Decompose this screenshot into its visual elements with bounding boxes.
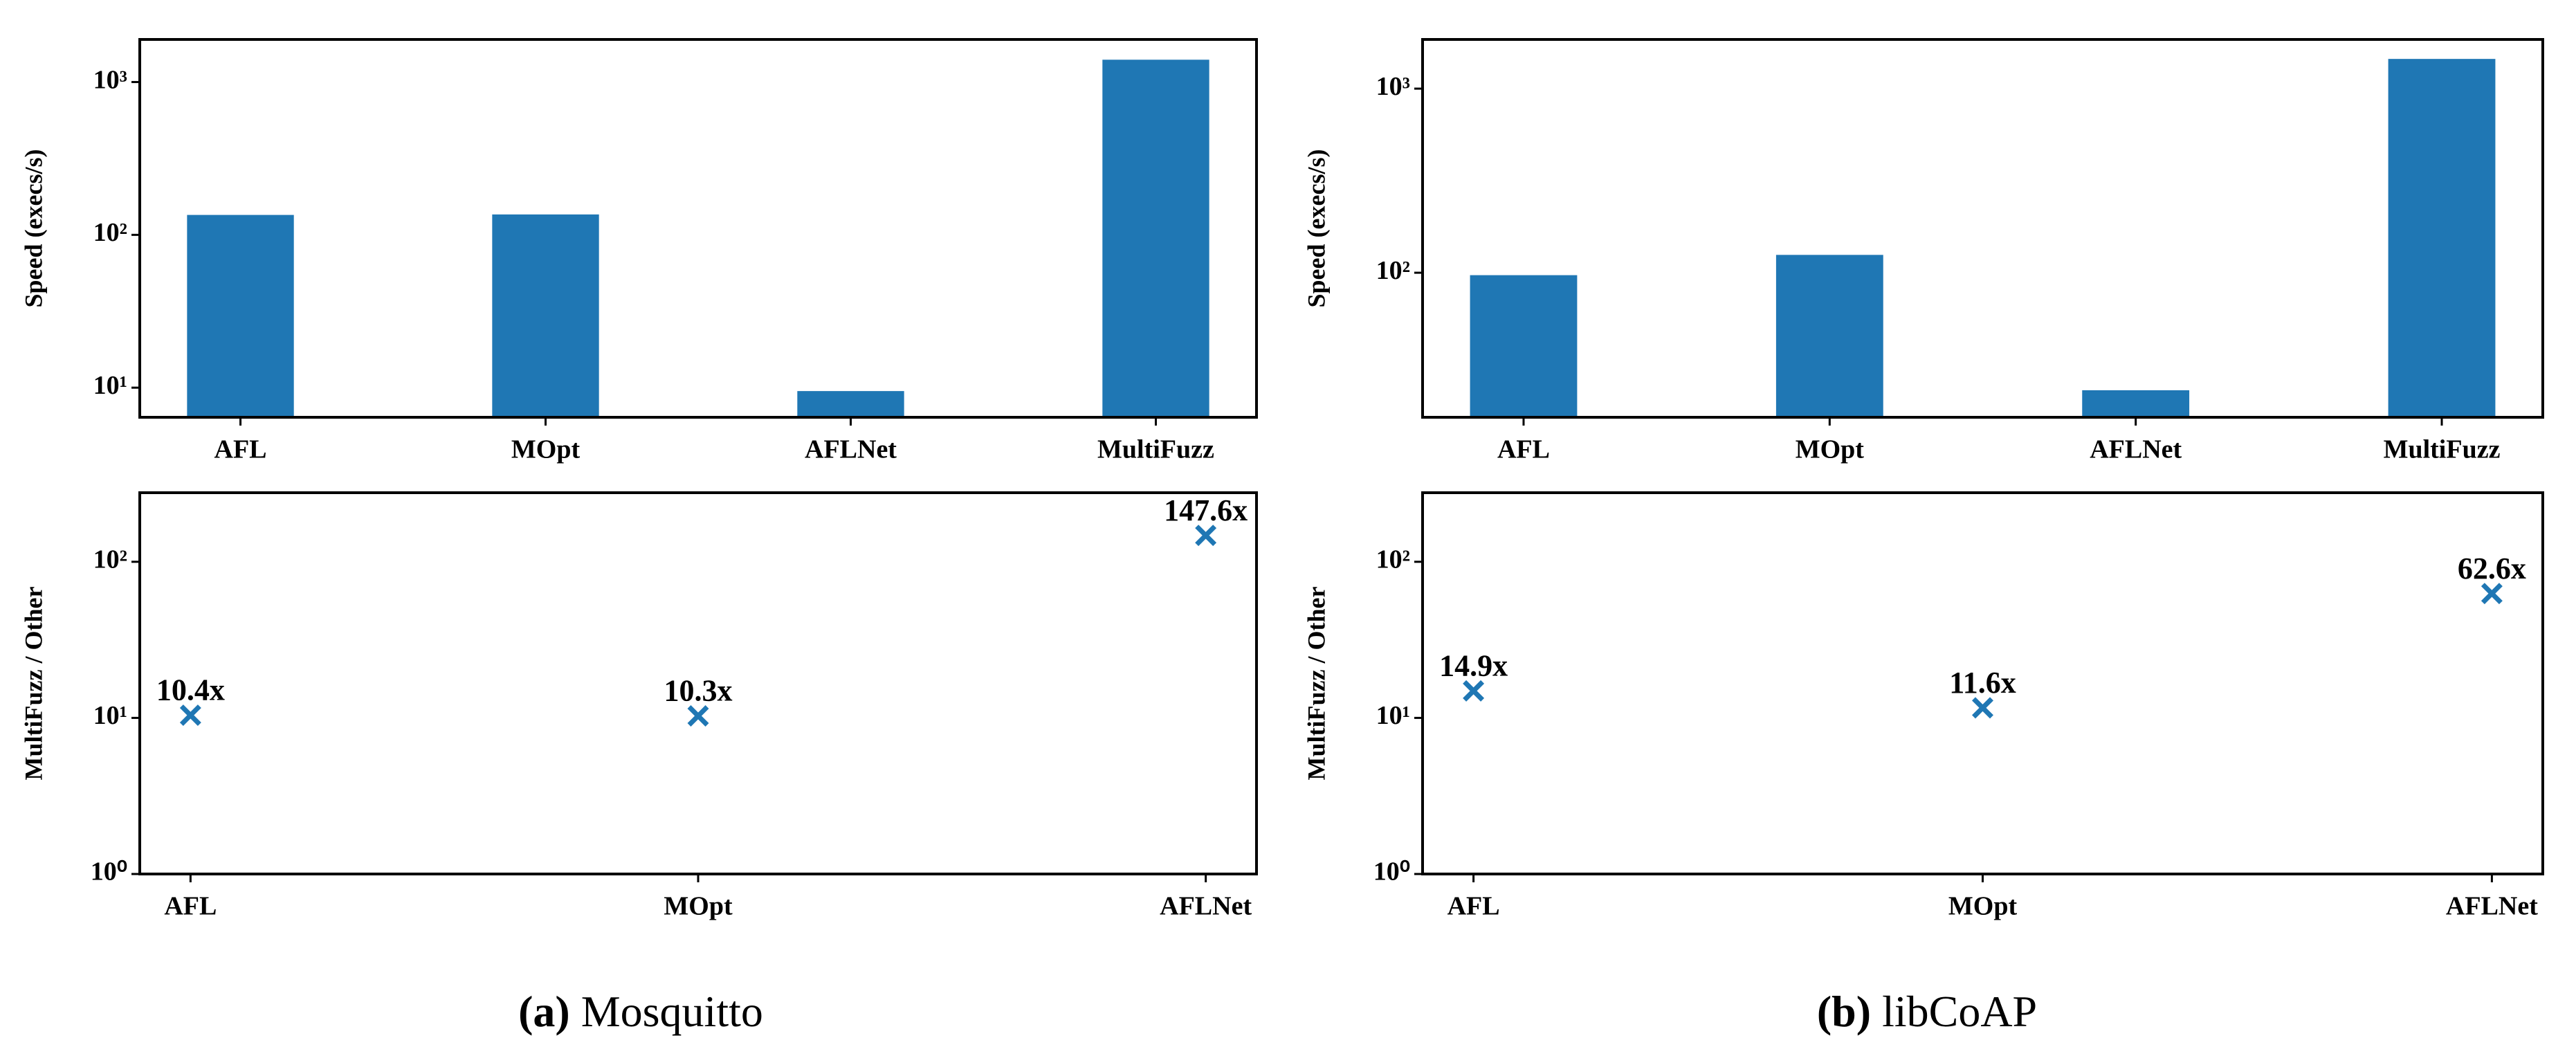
marker	[1195, 525, 1217, 547]
caption-label: (b)	[1817, 987, 1871, 1036]
x-tick-label: MOpt	[664, 892, 733, 921]
caption: (b) libCoAP	[1817, 987, 2037, 1036]
y-tick-label: 10¹	[1376, 701, 1410, 730]
y-tick-label: 10²	[1376, 545, 1410, 574]
value-label: 14.9x	[1439, 648, 1508, 682]
marker	[1972, 697, 1993, 719]
x-tick-label: AFLNet	[2090, 435, 2182, 464]
x-tick-label: MOpt	[511, 435, 581, 464]
x-tick-label: MultiFuzz	[2384, 435, 2501, 464]
bar	[2388, 59, 2496, 418]
x-tick-label: AFL	[214, 435, 267, 464]
x-tick-label: AFL	[164, 892, 217, 921]
value-label: 10.3x	[664, 674, 733, 708]
caption-text: Mosquitto	[581, 987, 763, 1036]
marker	[2481, 583, 2503, 605]
y-tick-label: 10¹	[93, 371, 127, 400]
axes-frame	[1421, 38, 2544, 419]
value-label: 11.6x	[1949, 666, 2016, 700]
caption-text: libCoAP	[1882, 987, 2037, 1036]
x-tick-label: MOpt	[1948, 892, 2018, 921]
y-axis-label: Speed (execs/s)	[19, 149, 47, 308]
bar	[187, 215, 294, 417]
x-tick-label: AFLNet	[1160, 892, 1252, 921]
y-tick-label: 10⁰	[1373, 857, 1410, 886]
y-tick-label: 10¹	[93, 701, 127, 730]
x-tick-label: MOpt	[1796, 435, 1865, 464]
y-tick-label: 10²	[1376, 256, 1410, 285]
y-tick-label: 10²	[93, 218, 127, 247]
bar	[1470, 275, 1578, 417]
x-tick-label: AFL	[1497, 435, 1550, 464]
y-tick-label: 10³	[93, 65, 127, 94]
caption: (a) Mosquitto	[518, 987, 763, 1036]
bar	[797, 391, 904, 417]
bar	[1102, 60, 1209, 417]
y-axis-label: MultiFuzz / Other	[19, 587, 47, 781]
x-tick-label: AFL	[1447, 892, 1500, 921]
bar	[2082, 390, 2190, 417]
axes-frame	[138, 38, 1258, 419]
value-label: 62.6x	[2458, 552, 2526, 585]
caption-label: (a)	[518, 987, 570, 1036]
x-tick-label: AFLNet	[2446, 892, 2538, 921]
bar	[492, 214, 599, 417]
x-tick-label: MultiFuzz	[1097, 435, 1214, 464]
y-tick-label: 10³	[1376, 72, 1410, 101]
bar	[1775, 255, 1883, 417]
x-tick-label: AFLNet	[805, 435, 897, 464]
marker	[1463, 680, 1485, 702]
value-label: 147.6x	[1164, 493, 1248, 527]
marker	[687, 705, 709, 727]
axes-frame	[138, 491, 1258, 875]
y-axis-label: Speed (execs/s)	[1302, 149, 1330, 308]
value-label: 10.4x	[156, 673, 225, 707]
y-tick-label: 10⁰	[91, 857, 127, 886]
axes-frame	[1421, 491, 2544, 875]
y-tick-label: 10²	[93, 545, 127, 574]
marker	[179, 704, 201, 727]
y-axis-label: MultiFuzz / Other	[1302, 587, 1330, 781]
